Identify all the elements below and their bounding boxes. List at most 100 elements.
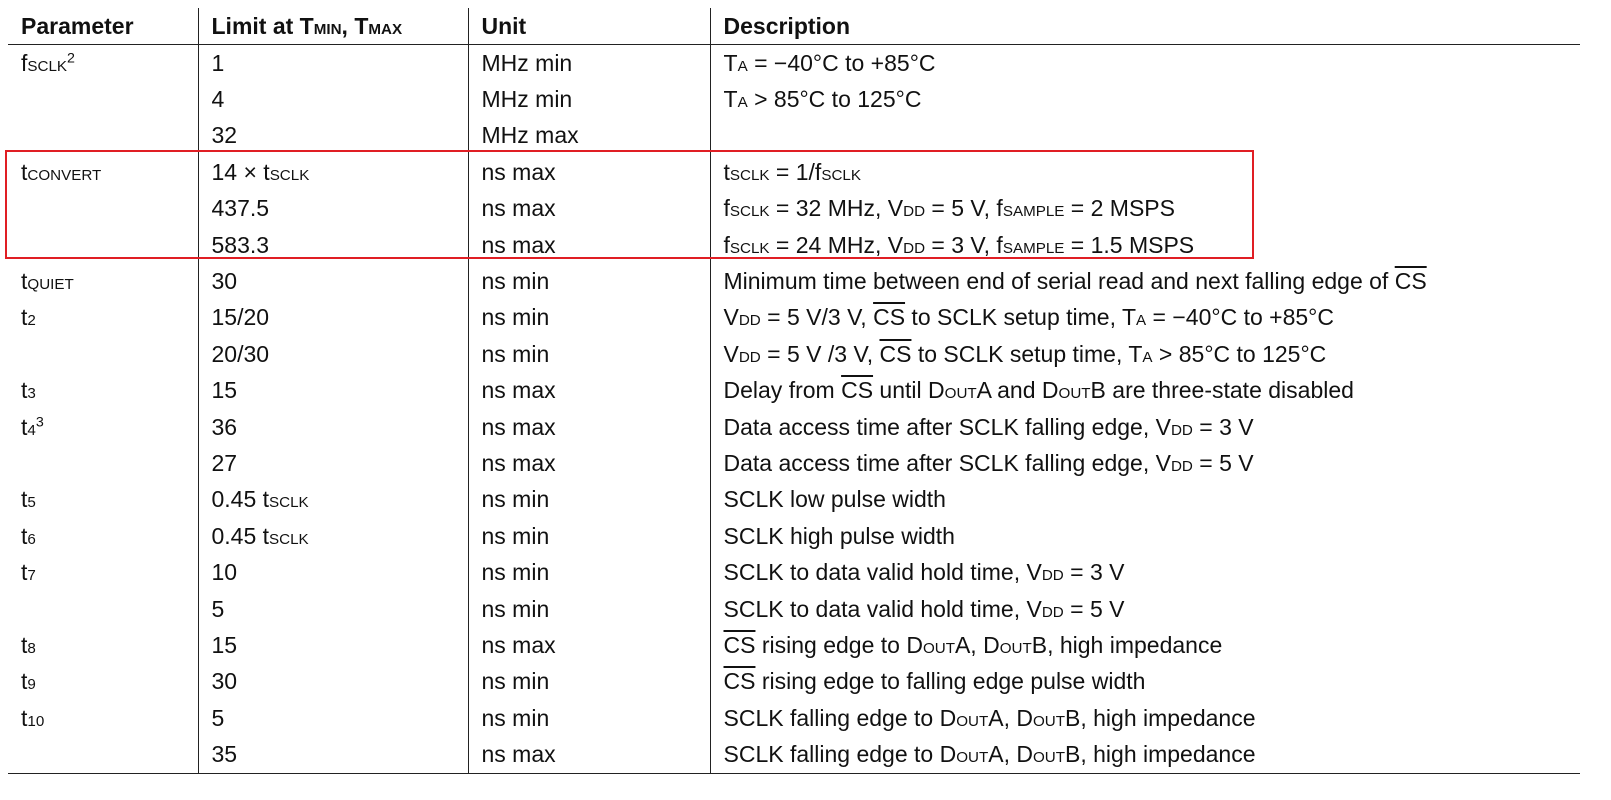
unit-cell: ns max bbox=[467, 736, 710, 774]
description-cell: SCLK to data valid hold time, VDD = 3 V bbox=[709, 554, 1580, 591]
table-row: t10 5 ns min SCLK falling edge to DOUTA, DO… bbox=[8, 700, 1580, 737]
limit-cell: 15 bbox=[197, 627, 468, 664]
subscript: OUT bbox=[956, 749, 989, 767]
subscript: SCLK bbox=[27, 57, 68, 75]
limit-cell: 5 bbox=[197, 700, 468, 737]
subscript: SCLK bbox=[269, 494, 309, 512]
overline-signal: CS bbox=[873, 304, 906, 331]
unit-cell: ns min bbox=[467, 263, 710, 300]
parameter-cell: t43 bbox=[21, 413, 44, 440]
table-body: fSCLK2 1 MHz min TA = −40°C to +85°C 4 MHz mi… bbox=[8, 44, 1580, 774]
unit-cell: MHz min bbox=[467, 44, 710, 82]
overline-signal: CS bbox=[723, 668, 756, 695]
subscript: DD bbox=[738, 312, 761, 330]
unit-cell: ns max bbox=[467, 190, 710, 227]
unit-cell: ns max bbox=[467, 154, 710, 191]
subscript: 8 bbox=[27, 639, 36, 657]
table-row: tQUIET 30 ns min Minimum time between end o… bbox=[8, 263, 1580, 300]
table-row: 35 ns max SCLK falling edge to DOUTA, DOUT… bbox=[8, 736, 1580, 774]
subscript: OUT bbox=[1058, 385, 1091, 403]
description-cell: SCLK to data valid hold time, VDD = 5 V bbox=[709, 590, 1580, 628]
parameter-cell bbox=[8, 81, 198, 117]
subscript: OUT bbox=[1032, 712, 1065, 730]
subscript: DD bbox=[903, 203, 926, 221]
footnote-superscript: 2 bbox=[67, 50, 75, 67]
table-row: 20/30 ns min VDD = 5 V /3 V, CS to SCLK se… bbox=[8, 336, 1580, 373]
description-cell: TA = −40°C to +85°C bbox=[709, 44, 1580, 82]
limit-cell: 15/20 bbox=[197, 299, 468, 337]
description-cell: SCLK falling edge to DOUTA, DOUTB, high … bbox=[709, 736, 1580, 774]
parameter-cell bbox=[8, 118, 198, 154]
subscript: 6 bbox=[27, 530, 36, 548]
parameter-cell bbox=[8, 191, 198, 227]
subscript: SCLK bbox=[269, 166, 310, 184]
subscript: OUT bbox=[999, 639, 1032, 657]
subscript: A bbox=[737, 94, 748, 112]
parameter-cell bbox=[8, 591, 198, 627]
unit-cell: ns max bbox=[467, 372, 710, 409]
unit-cell: MHz max bbox=[467, 117, 710, 155]
limit-cell: 15 bbox=[197, 372, 468, 409]
description-cell: Delay from CS until DOUTA and DOUTB are … bbox=[709, 372, 1580, 409]
table-row: t7 10 ns min SCLK to data valid hold time, … bbox=[8, 554, 1580, 591]
table-row: fSCLK2 1 MHz min TA = −40°C to +85°C bbox=[8, 44, 1580, 82]
subscript: 3 bbox=[27, 385, 36, 403]
parameter-cell bbox=[8, 736, 198, 774]
subscript: 4 bbox=[27, 421, 36, 439]
unit-cell: MHz min bbox=[467, 81, 710, 118]
subscript: SCLK bbox=[269, 530, 309, 548]
unit-cell: ns max bbox=[467, 408, 710, 446]
table-row: t5 0.45 tSCLK ns min SCLK low pulse width bbox=[8, 481, 1580, 519]
description-cell: Data access time after SCLK falling edge… bbox=[709, 445, 1580, 482]
subscript: DD bbox=[903, 239, 926, 257]
parameter-cell: t6 bbox=[21, 522, 36, 549]
limit-cell: 437.5 bbox=[197, 190, 468, 227]
unit-cell: ns min bbox=[467, 299, 710, 337]
timing-spec-table: Parameter Limit at TMIN, TMAX Unit Descr… bbox=[8, 8, 1580, 774]
table-row: 32 MHz max bbox=[8, 117, 1580, 155]
subscript: A bbox=[1136, 312, 1147, 330]
unit-cell: ns min bbox=[467, 481, 710, 519]
description-cell: SCLK low pulse width bbox=[709, 481, 1580, 519]
subscript: DD bbox=[738, 348, 761, 366]
description-cell: SCLK falling edge to DOUTA, DOUTB, high … bbox=[709, 700, 1580, 737]
overline-signal: CS bbox=[879, 340, 912, 367]
subscript: 9 bbox=[27, 676, 36, 694]
subscript: DD bbox=[1041, 603, 1064, 621]
description-cell bbox=[709, 117, 1580, 155]
unit-cell: ns max bbox=[467, 627, 710, 664]
subscript: 5 bbox=[27, 494, 36, 512]
unit-cell: ns min bbox=[467, 554, 710, 591]
description-cell: fSCLK = 24 MHz, VDD = 3 V, fSAMPLE = 1.5… bbox=[709, 226, 1580, 264]
parameter-cell: t2 bbox=[21, 304, 36, 331]
table-row: t6 0.45 tSCLK ns min SCLK high pulse width bbox=[8, 518, 1580, 555]
limit-cell: 30 bbox=[197, 263, 468, 300]
description-cell: CS rising edge to DOUTA, DOUTB, high imp… bbox=[709, 627, 1580, 664]
overline-signal: CS bbox=[723, 631, 756, 658]
subscript: SCLK bbox=[821, 166, 861, 184]
unit-cell: ns max bbox=[467, 226, 710, 264]
table-row: 4 MHz min TA > 85°C to 125°C bbox=[8, 81, 1580, 118]
limit-cell: 36 bbox=[197, 408, 468, 446]
header-description: Description bbox=[709, 8, 1580, 45]
unit-cell: ns min bbox=[467, 336, 710, 373]
parameter-cell: fSCLK2 bbox=[21, 49, 75, 76]
description-cell: fSCLK = 32 MHz, VDD = 5 V, fSAMPLE = 2 M… bbox=[709, 190, 1580, 227]
subscript: A bbox=[1142, 348, 1153, 366]
unit-cell: ns min bbox=[467, 518, 710, 555]
subscript: CONVERT bbox=[27, 166, 102, 184]
limit-cell: 14 × tSCLK bbox=[197, 154, 468, 191]
table-row: t3 15 ns max Delay from CS until DOUTA and … bbox=[8, 372, 1580, 409]
parameter-cell: t8 bbox=[21, 631, 36, 658]
limit-cell: 35 bbox=[197, 736, 468, 774]
subscript: 7 bbox=[27, 567, 36, 585]
parameter-cell: tQUIET bbox=[21, 268, 74, 295]
subscript: QUIET bbox=[27, 276, 74, 294]
subscript: SCLK bbox=[729, 239, 770, 257]
subscript: DD bbox=[1170, 421, 1193, 439]
parameter-cell: t5 bbox=[21, 486, 36, 513]
subscript: SAMPLE bbox=[1002, 239, 1065, 257]
subscript: OUT bbox=[1032, 749, 1065, 767]
footnote-superscript: 3 bbox=[35, 413, 44, 430]
description-cell: Data access time after SCLK falling edge… bbox=[709, 408, 1580, 446]
